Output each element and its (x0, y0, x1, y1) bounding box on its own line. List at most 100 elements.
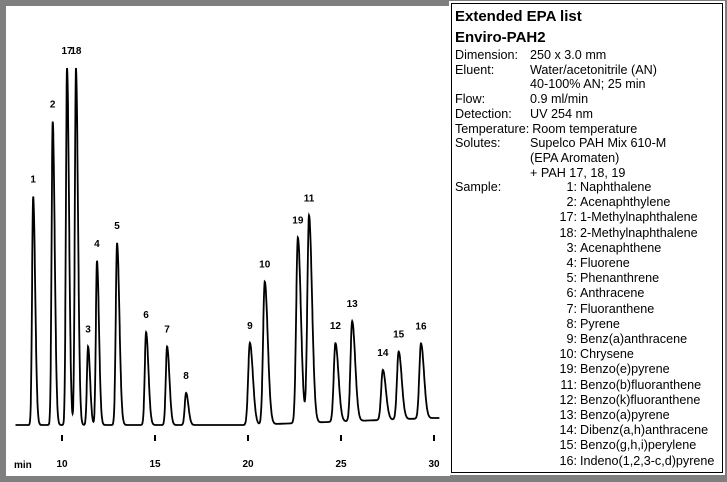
sample-item: 4: Fluorene (455, 256, 722, 271)
sample-number: 18: (559, 225, 577, 240)
sample-number: 19: (559, 362, 577, 377)
info-key: Detection: (455, 106, 512, 121)
peak-label: 17 (61, 46, 73, 57)
x-tick-label: 15 (149, 459, 161, 470)
sample-number: 3: (566, 240, 577, 255)
peak-label: 11 (304, 194, 315, 205)
info-value: 250 x 3.0 mm (530, 48, 607, 62)
sample-name: Acenaphthene (580, 240, 662, 255)
sample-number: 11: (560, 377, 577, 392)
info-key: Solutes: (455, 136, 501, 151)
chromatogram-panel: 1 2 17 18 3 4 5 6 7 8 9 10 19 11 12 13 14 15 16 10 15 20 25 30 m… (6, 6, 450, 476)
sample-name: Fluoranthene (580, 301, 655, 316)
sample-number: 17: (559, 210, 577, 225)
sample-row: Sample: (455, 180, 722, 195)
info-value: Water/acetonitrile (AN) (530, 62, 657, 77)
info-row: 40-100% AN; 25 min (455, 77, 722, 92)
info-row: Flow: 0.9 ml/min (455, 92, 722, 107)
chromatogram-trace (15, 67, 440, 426)
sample-name: Benzo(g,h,i)perylene (580, 438, 697, 453)
x-tick-label: 30 (428, 459, 440, 470)
column-name: Enviro-PAH2 (455, 29, 546, 46)
sample-number: 15: (559, 438, 577, 453)
peak-label: 19 (292, 215, 304, 226)
peak-label: 9 (247, 321, 253, 332)
sample-number: 12: (559, 392, 577, 407)
sample-item: 13: Benzo(a)pyrene (455, 408, 722, 423)
sample-name: Acenaphthylene (580, 195, 671, 210)
sample-number: 8: (566, 316, 577, 331)
peak-label: 6 (143, 310, 149, 321)
sample-name: Phenanthrene (580, 271, 660, 286)
sample-item: 6: Anthracene (455, 286, 722, 301)
sample-item: 5: Phenanthrene (455, 271, 722, 286)
sample-item: 12: Benzo(k)fluoranthene (455, 393, 722, 408)
peak-label: 12 (330, 321, 342, 332)
info-row: Dimension: 250 x 3.0 mm (455, 48, 722, 63)
sample-item: 15: Benzo(g,h,i)perylene (455, 438, 722, 453)
sample-name: Benzo(k)fluoranthene (580, 392, 701, 407)
peak-label: 18 (70, 46, 82, 57)
sample-item: 14: Dibenz(a,h)anthracene (455, 423, 722, 438)
sample-item: 11: Benzo(b)fluoranthene (455, 378, 722, 393)
sample-number: 1: (566, 180, 577, 195)
peak-label: 10 (259, 260, 271, 271)
sample-name: 2-Methylnaphthalene (580, 225, 698, 240)
info-key: Temperature: (455, 121, 530, 136)
info-key: Dimension: (455, 48, 518, 62)
sample-number: 7: (566, 301, 577, 316)
info-value: Supelco PAH Mix 610-M (530, 136, 667, 151)
sample-name: Chrysene (580, 347, 634, 362)
x-tick-label: 10 (56, 459, 68, 470)
sample-item: 16: Indeno(1,2,3-c,d)pyrene (455, 454, 722, 469)
x-axis-label: min (14, 460, 32, 471)
sample-number: 6: (566, 286, 577, 301)
sample-number: 13: (559, 408, 577, 423)
sample-name: Dibenz(a,h)anthracene (580, 423, 709, 438)
info-value: + PAH 17, 18, 19 (530, 165, 626, 180)
info-value: 0.9 ml/min (530, 92, 589, 107)
sample-item: 7: Fluoranthene (455, 302, 722, 317)
peak-label: 8 (183, 371, 189, 382)
peak-label: 5 (114, 221, 120, 232)
sample-item: 17: 1-Methylnaphthalene (455, 210, 722, 225)
sample-item: 8: Pyrene (455, 317, 722, 332)
sample-name: Indeno(1,2,3-c,d)pyrene (580, 453, 715, 468)
sample-item: 2: Acenaphthylene (455, 195, 722, 210)
peak-label: 14 (377, 348, 389, 359)
sample-name: Benzo(a)pyrene (580, 408, 670, 423)
sample-name: 1-Methylnaphthalene (580, 210, 698, 225)
sample-name: Benzo(b)fluoranthene (580, 377, 702, 392)
info-row: Eluent: Water/acetonitrile (AN) (455, 63, 722, 78)
peak-label: 7 (164, 324, 170, 335)
peak-label: 4 (94, 239, 100, 250)
sample-item: 3: Acenaphthene (455, 241, 722, 256)
info-value: Room temperature (532, 121, 638, 136)
peak-label: 15 (393, 330, 405, 341)
sample-item: 18: 2-Methylnaphthalene (455, 226, 722, 241)
info-key: Flow: (455, 92, 486, 107)
info-title: Extended EPA list (455, 8, 582, 25)
sample-name: Fluorene (580, 256, 630, 271)
sample-name: Naphthalene (580, 180, 652, 195)
sample-item: 1: Naphthalene (455, 180, 722, 195)
sample-item: 9: Benz(a)anthracene (455, 332, 722, 347)
sample-number: 9: (566, 332, 577, 347)
info-value: 40-100% AN; 25 min (530, 77, 646, 92)
peak-label: 3 (85, 324, 91, 335)
sample-number: 10: (559, 347, 577, 362)
info-value: UV 254 nm (530, 106, 593, 121)
x-tick-label: 20 (242, 459, 254, 470)
sample-item: 19: Benzo(e)pyrene (455, 362, 722, 377)
sample-number: 5: (566, 271, 577, 286)
info-row: Detection: UV 254 nm (455, 107, 722, 122)
info-row: (EPA Aromaten) (455, 151, 722, 166)
info-box: Extended EPA list Enviro-PAH2 Dimension:… (449, 1, 725, 475)
x-tick-label: 25 (335, 459, 347, 470)
info-key (455, 166, 530, 181)
sample-label: Sample: (455, 180, 502, 195)
info-key: Eluent: (455, 62, 495, 77)
sample-number: 2: (566, 195, 577, 210)
info-row: + PAH 17, 18, 19 (455, 166, 722, 181)
